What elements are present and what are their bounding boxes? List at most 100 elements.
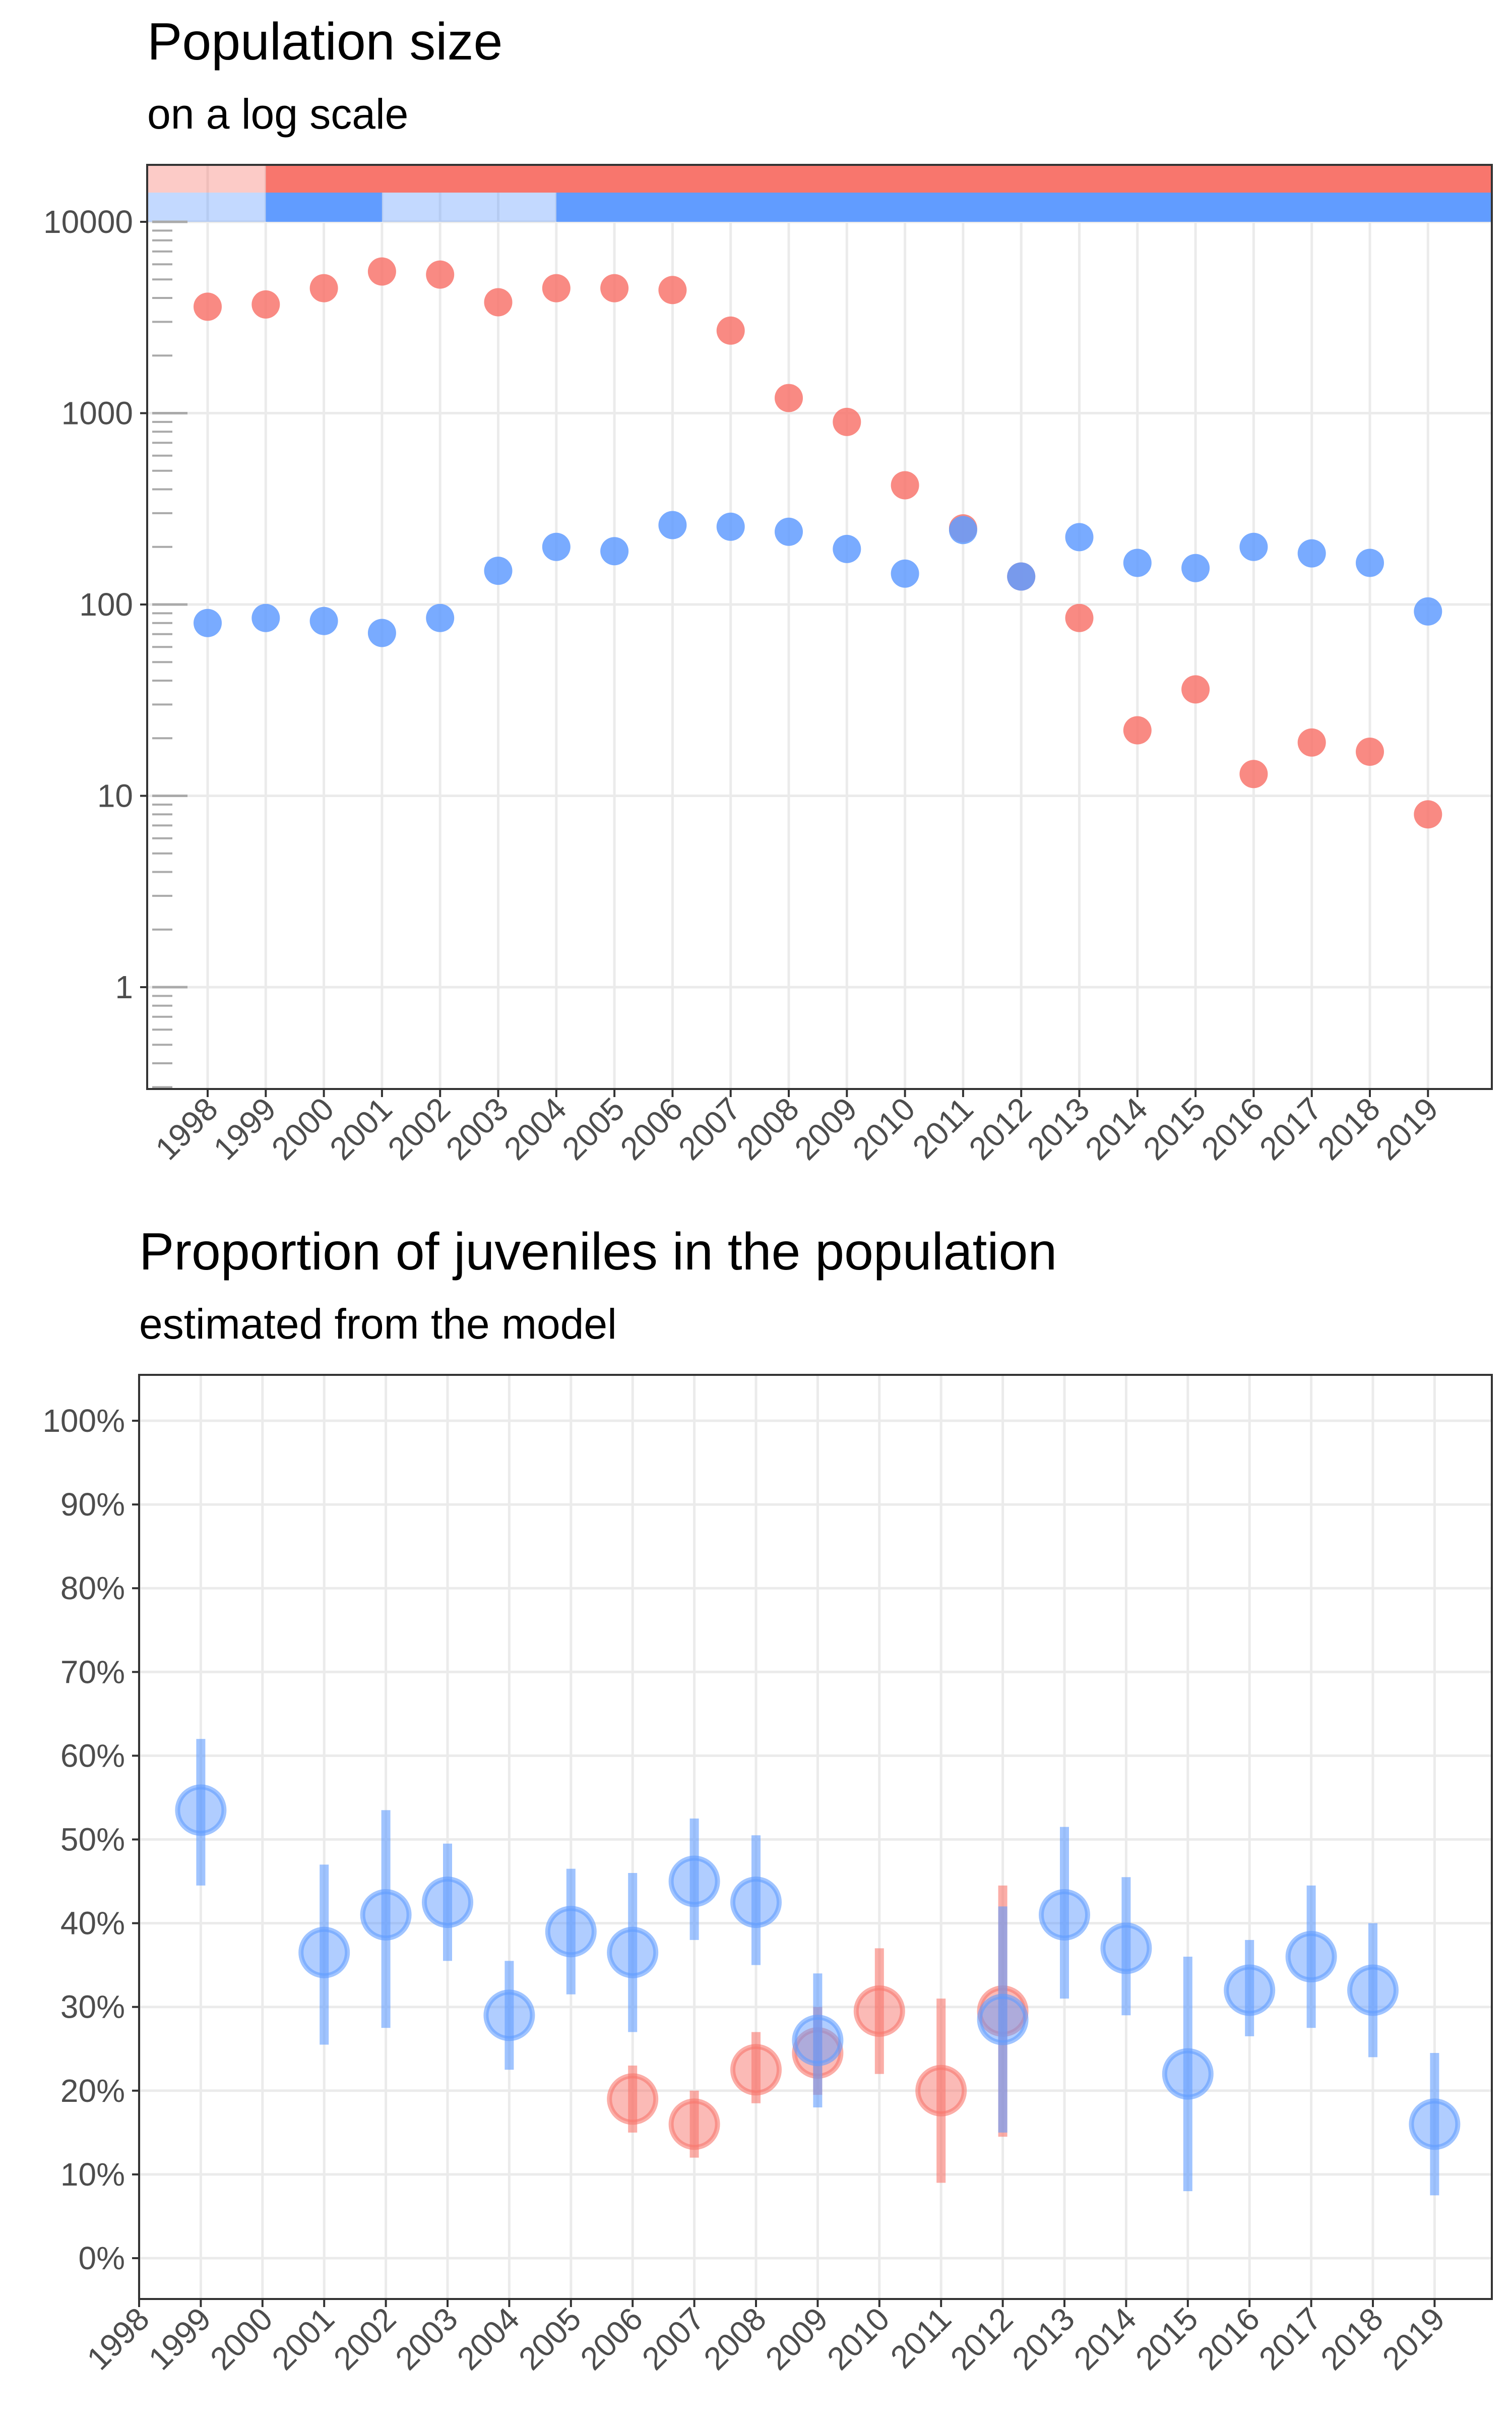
status-bar-segment [556, 193, 1492, 222]
x-tick-label: 2019 [1375, 2301, 1452, 2377]
x-tick-label: 2014 [1067, 2301, 1144, 2377]
proportion-point [730, 1877, 782, 1928]
x-tick-label: 2007 [635, 2301, 712, 2377]
proportion-point [668, 2098, 720, 2150]
status-bar-segment [382, 193, 556, 222]
status-bar-segment [266, 165, 1492, 193]
proportion-point [298, 1926, 350, 1978]
proportion-point [607, 1926, 659, 1978]
x-tick-label: 2003 [388, 2301, 465, 2377]
proportion-point [607, 2073, 659, 2125]
x-tick-label: 2017 [1252, 2301, 1329, 2377]
population-point [949, 516, 977, 544]
x-tick-label: 2018 [1313, 2301, 1390, 2377]
proportion-point [668, 1855, 720, 1907]
population-point [1065, 523, 1094, 552]
population-point [367, 619, 396, 647]
proportion-point [730, 2044, 782, 2096]
y-tick-label: 100 [79, 586, 133, 623]
population-point [484, 288, 513, 317]
population-point [309, 274, 338, 302]
y-tick-label: 30% [60, 1989, 125, 2025]
population-point [891, 559, 919, 588]
population-point [1297, 539, 1326, 568]
proportion-point [422, 1877, 473, 1928]
chart2-subtitle: estimated from the model [139, 1300, 617, 1348]
proportion-point [1039, 1889, 1090, 1941]
x-tick-label: 2005 [512, 2301, 588, 2377]
chart1-title: Population size [147, 13, 503, 71]
proportion-point [175, 1784, 227, 1836]
population-point [484, 557, 513, 585]
population-point [891, 471, 919, 500]
x-tick-label: 2012 [943, 2301, 1020, 2377]
population-point [658, 511, 687, 539]
y-tick-label: 10000 [43, 204, 133, 240]
population-point [251, 603, 280, 632]
population-point [1297, 728, 1326, 757]
x-tick-label: 2006 [574, 2301, 650, 2377]
panel-border [138, 1374, 1493, 2300]
proportion-point [1285, 1931, 1337, 1983]
population-point [426, 260, 455, 289]
chart2-title: Proportion of juveniles in the populatio… [139, 1223, 1057, 1281]
proportion-point [1224, 1964, 1276, 2016]
population-point [1181, 554, 1210, 582]
x-tick-label: 2009 [759, 2301, 835, 2377]
population-point [1065, 603, 1094, 632]
y-tick-label: 1 [115, 969, 133, 1005]
population-point [251, 290, 280, 319]
population-point [194, 609, 222, 637]
status-bar-segment [147, 165, 266, 193]
population-point [309, 607, 338, 635]
y-tick-label: 20% [60, 2073, 125, 2109]
population-point [1123, 549, 1152, 577]
population-point [775, 517, 803, 546]
chart1-subtitle: on a log scale [147, 90, 409, 138]
x-tick-label: 2011 [884, 2301, 958, 2375]
population-point [542, 532, 571, 561]
proportion-point [1409, 2098, 1461, 2150]
population-point [367, 257, 396, 286]
population-point [600, 537, 629, 566]
proportion-point [1162, 2048, 1214, 2100]
population-size-chart: 1101001000100001998199920002001200220032… [43, 164, 1493, 1167]
y-tick-label: 0% [79, 2240, 125, 2276]
population-point [658, 276, 687, 305]
population-point [1239, 532, 1268, 561]
y-tick-label: 40% [60, 1905, 125, 1942]
population-point [542, 274, 571, 302]
proportion-point [545, 1906, 597, 1958]
y-tick-label: 10 [97, 778, 133, 814]
panel-border [146, 164, 1493, 1090]
population-point [716, 512, 745, 541]
y-tick-label: 70% [60, 1654, 125, 1690]
population-point [600, 274, 629, 302]
x-tick-label: 1999 [142, 2301, 218, 2377]
y-tick-label: 90% [60, 1486, 125, 1523]
population-point [1414, 597, 1442, 626]
proportion-point [792, 2015, 844, 2067]
y-tick-label: 10% [60, 2156, 125, 2193]
population-point [1356, 549, 1384, 577]
y-tick-label: 80% [60, 1570, 125, 1606]
status-bar-segment [147, 193, 266, 222]
plot-panel [139, 1375, 1492, 2299]
y-tick-label: 60% [60, 1737, 125, 1774]
x-tick-label: 2008 [697, 2301, 773, 2377]
population-point [194, 292, 222, 321]
proportion-point [360, 1889, 412, 1941]
population-point [1414, 800, 1442, 829]
population-point [1007, 562, 1036, 591]
x-tick-label: 2013 [1005, 2301, 1082, 2377]
proportion-point [1347, 1964, 1399, 2016]
proportion-point [977, 1993, 1029, 2045]
population-point [716, 316, 745, 345]
population-point [1123, 716, 1152, 745]
x-tick-label: 2010 [820, 2301, 897, 2377]
proportion-point [915, 2065, 967, 2116]
x-tick-label: 2004 [450, 2301, 527, 2377]
x-tick-label: 2016 [1190, 2301, 1267, 2377]
y-tick-label: 50% [60, 1822, 125, 1858]
